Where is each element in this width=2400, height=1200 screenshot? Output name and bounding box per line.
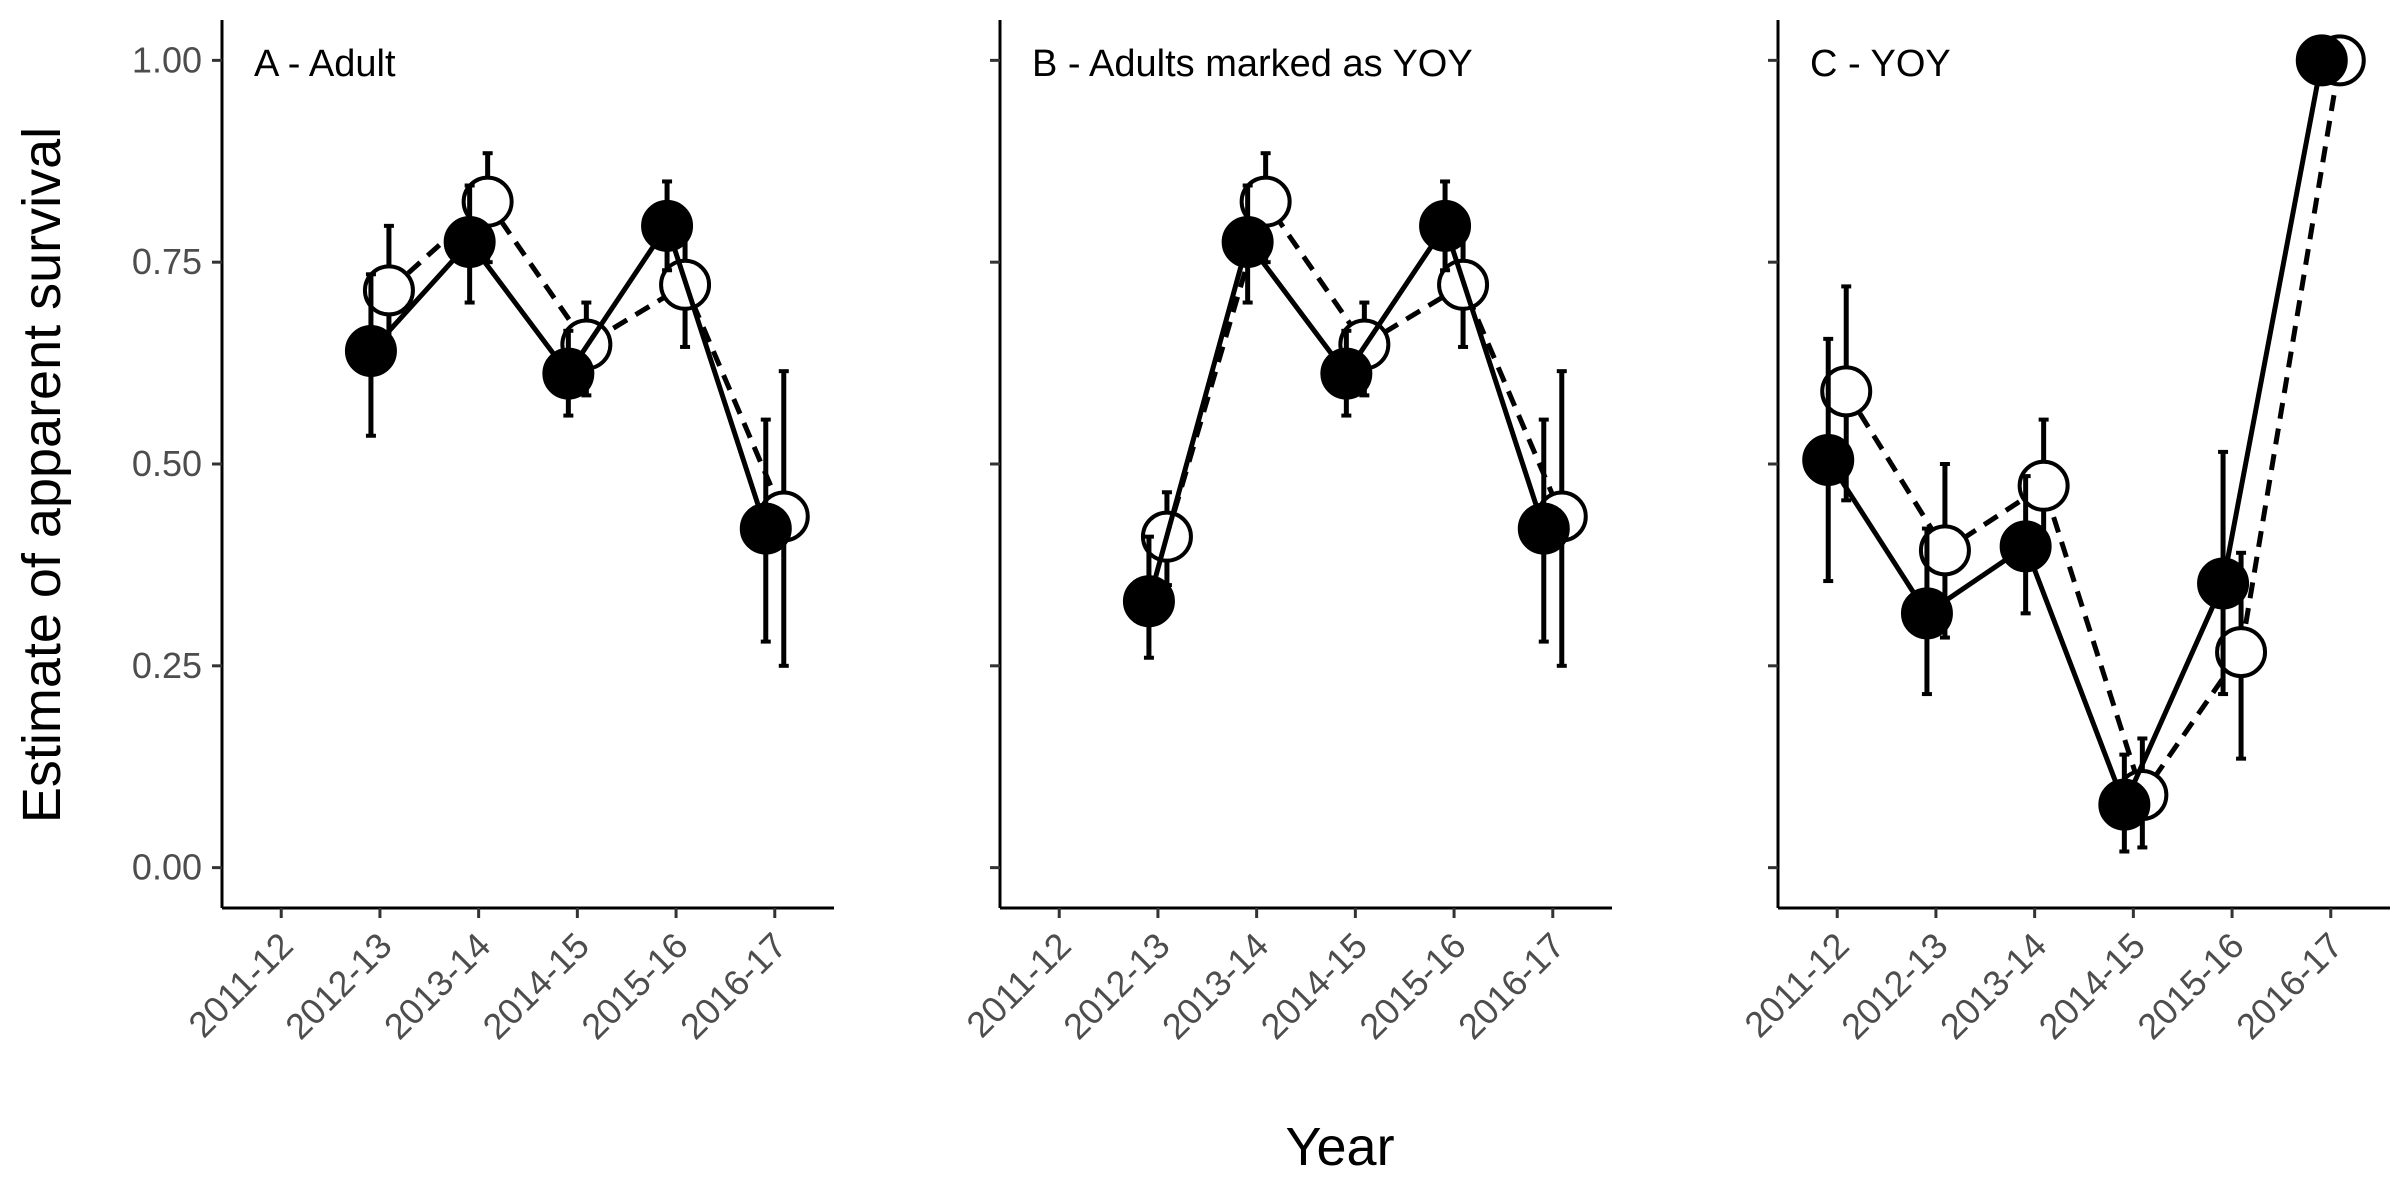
y-tick-label: 0.75 [132, 241, 202, 282]
point-open [362, 264, 415, 317]
x-axis-title: Year [1285, 1117, 1394, 1177]
y-tick-label: 0.50 [132, 443, 202, 484]
point-filled [542, 347, 595, 400]
point-filled [443, 216, 496, 268]
point-filled [2197, 557, 2250, 610]
point-filled [1122, 575, 1175, 628]
panel-label: C - YOY [1810, 43, 1951, 85]
point-open [1820, 365, 1873, 418]
y-tick-label: 0.00 [132, 847, 202, 888]
series-filled [344, 179, 792, 644]
series-line [1826, 59, 2325, 808]
series-filled [1802, 34, 2348, 854]
point-filled [2098, 778, 2151, 831]
y-axis-title: Estimate of apparent survival [12, 127, 72, 823]
point-filled [739, 502, 792, 555]
panel-label: A - Adult [254, 43, 396, 85]
point-filled [2295, 34, 2348, 87]
point-filled [1221, 216, 1274, 268]
y-tick-label: 1.00 [132, 39, 202, 80]
y-tick-label: 0.25 [132, 645, 202, 686]
point-open [2215, 626, 2268, 679]
point-filled [1517, 502, 1570, 555]
point-open [1918, 524, 1971, 577]
panel-label: B - Adults marked as YOY [1032, 43, 1473, 85]
point-open [2017, 459, 2070, 512]
series-filled [1122, 179, 1570, 660]
point-filled [344, 324, 397, 377]
point-filled [1320, 347, 1373, 400]
point-filled [1999, 520, 2052, 573]
point-filled [1802, 433, 1855, 486]
point-filled [641, 199, 694, 252]
point-filled [1900, 587, 1953, 640]
point-filled [1419, 199, 1472, 252]
